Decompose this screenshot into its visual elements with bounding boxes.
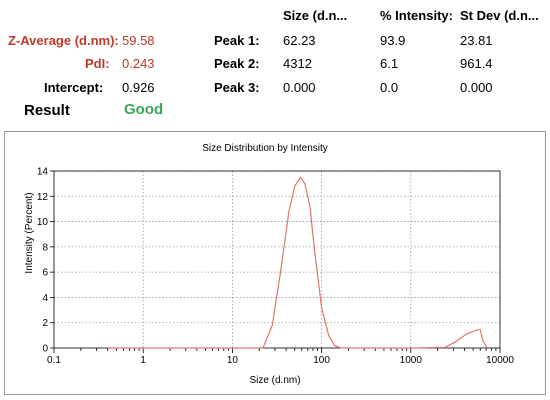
peak-3-size: 0.000 [283,80,316,95]
results-summary: Size (d.n... % Intensity: St Dev (d.n...… [0,0,550,130]
x-tick-label: 1000 [400,355,423,366]
y-tick-label: 14 [37,167,49,178]
peak-2-size: 4312 [283,56,312,71]
peak-2-intensity: 6.1 [380,56,399,71]
peak-1-stdev: 23.81 [460,33,493,48]
series-line [107,176,488,349]
pdi-value: 0.243 [122,56,155,71]
chart-axes [50,170,501,353]
peak-1-intensity: 93.9 [380,33,406,48]
header-size: Size (d.n... [283,8,348,23]
peak-3-label: Peak 3: [214,80,260,95]
x-tick-label: 10 [227,355,239,366]
y-tick-label: 12 [37,192,49,203]
y-tick-label: 6 [42,268,48,279]
x-tick-label: 100 [313,355,330,366]
chart-tick-labels: 0.1 1 10 100 1000 10000 0 2 4 6 8 10 12 14 [37,167,514,367]
x-axis-label: Size (d.nm) [249,375,300,386]
z-average-value: 59.58 [122,33,155,48]
x-tick-label: 0.1 [47,355,61,366]
size-distribution-chart: 0.1 1 10 100 1000 10000 0 2 4 6 8 10 12 14 Size Distr… [4,131,546,395]
y-tick-label: 8 [42,242,48,253]
peak-3-intensity: 0.0 [380,80,399,95]
plot-area-border [53,170,501,349]
chart-title: Size Distribution by Intensity [202,143,328,154]
result-value: Good [124,101,164,118]
peak-1-label: Peak 1: [214,33,260,48]
intercept-label: Intercept: [44,80,104,95]
y-tick-label: 0 [42,344,48,355]
peak-1-size: 62.23 [283,33,316,48]
y-tick-label: 10 [37,217,49,228]
intercept-value: 0.926 [122,80,155,95]
peak-2-stdev: 961.4 [460,56,493,71]
pdi-label: PdI: [85,56,110,71]
chart-svg: 0.1 1 10 100 1000 10000 0 2 4 6 8 10 12 14 Size Distr… [24,143,514,386]
x-tick-label: 1 [140,355,146,366]
peak-3-stdev: 0.000 [460,80,493,95]
result-label: Result [24,102,70,119]
header-stdev: St Dev (d.n... [460,8,539,23]
y-tick-label: 2 [42,318,48,329]
z-average-label: Z-Average (d.nm): [8,33,119,48]
chart-gridlines [54,170,500,348]
y-tick-label: 4 [42,293,48,304]
header-intensity: % Intensity: [380,8,453,23]
peak-2-label: Peak 2: [214,56,260,71]
x-tick-label: 10000 [486,355,514,366]
y-axis-label: Intensity (Percent) [24,192,35,273]
